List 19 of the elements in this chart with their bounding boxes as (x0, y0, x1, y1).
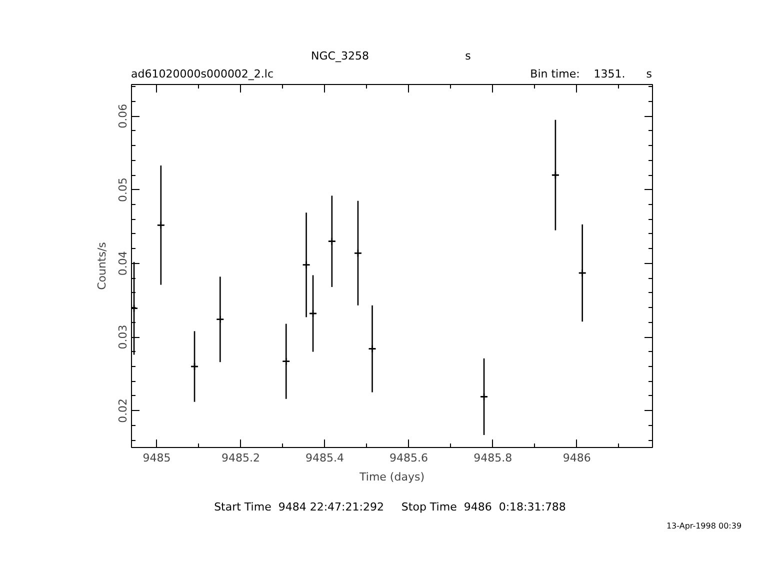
x-tick-label: 9486 (562, 452, 591, 464)
y-tick-label: 0.02 (116, 398, 130, 423)
text: s (465, 48, 471, 64)
y-tick-label: 0.04 (116, 251, 130, 276)
y-tick-label: 0.05 (116, 178, 130, 202)
y-tick-label: 0.03 (116, 324, 130, 350)
text: ad61020000s000002_2.lc (131, 66, 274, 82)
x-tick-label: 9485.6 (390, 452, 428, 464)
x-tick-label: 9485.8 (474, 452, 512, 464)
x-tick-label: 9485 (142, 452, 171, 464)
x-axis-title: Time (days) (358, 470, 424, 484)
y-axis-title: Counts/s (96, 242, 108, 290)
text: Bin time: 1351. s (530, 66, 652, 82)
x-tick-label: 9485.4 (306, 452, 344, 464)
chart-title: NGC_3258 (311, 48, 369, 64)
y-tick-label: 0.06 (116, 104, 130, 128)
x-tick-label: 9485.2 (221, 452, 260, 464)
text: 13-Apr-1998 00:39 (666, 520, 742, 532)
text: Start Time 9484 22:47:21:292 Stop Time 9486 0:18:31:788 (214, 499, 566, 515)
